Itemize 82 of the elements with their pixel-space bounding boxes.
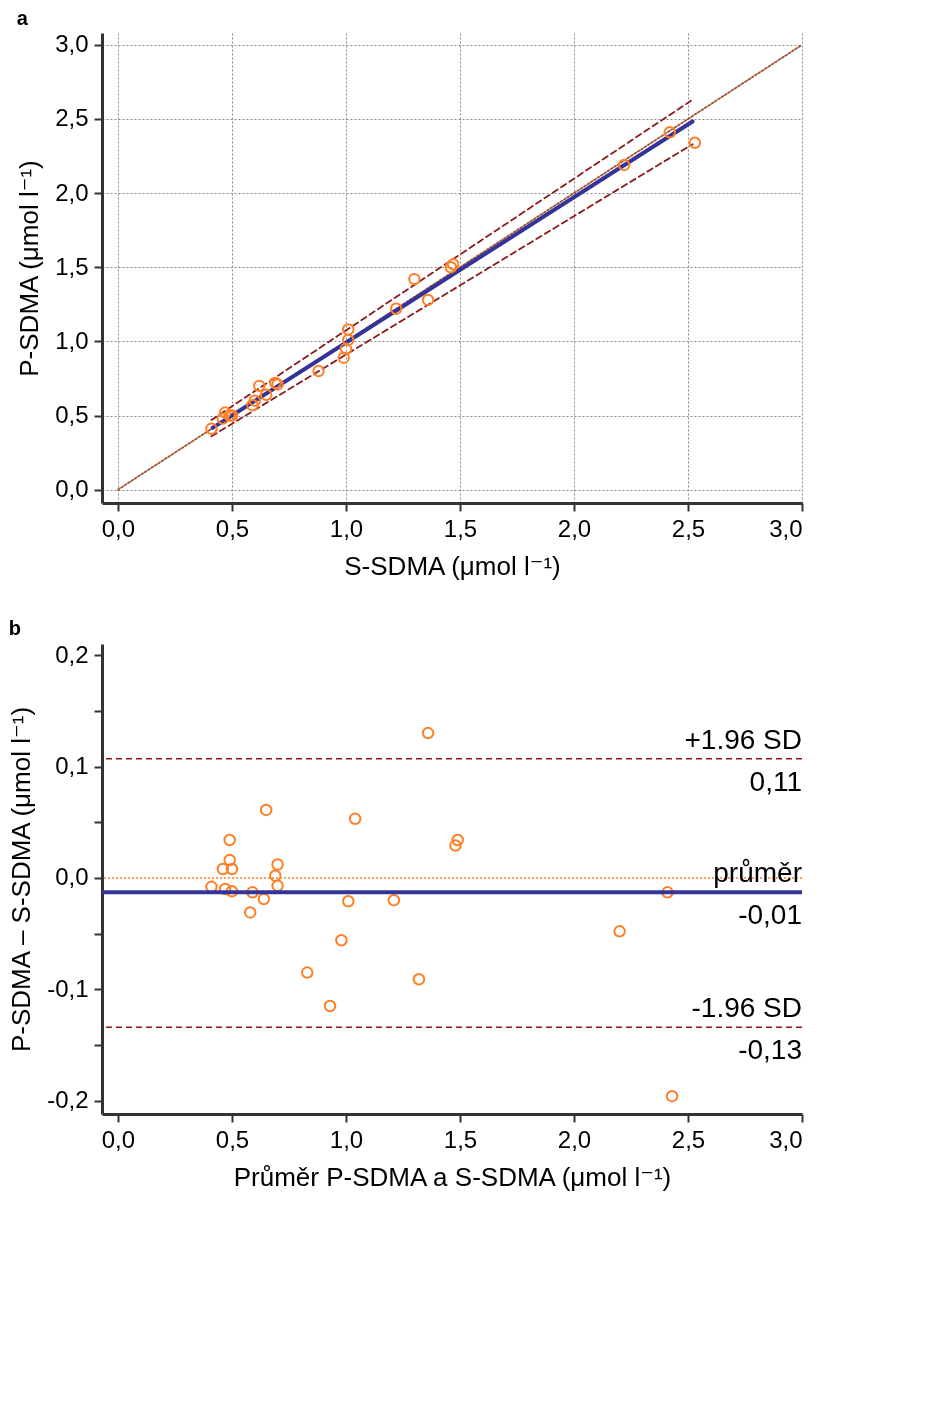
y-tick-label: 2,5 (55, 104, 89, 132)
chart-title: b (8, 617, 21, 640)
point (218, 882, 232, 896)
point (387, 893, 401, 907)
point (688, 136, 702, 149)
ref-line-label: průměr (713, 857, 802, 889)
point (342, 323, 355, 336)
x-tick-label: 1,0 (329, 1125, 364, 1153)
point (246, 886, 259, 899)
point (412, 973, 426, 986)
x-axis-title: Průměr P-SDMA a S-SDMA (μmol l⁻¹) (233, 1161, 672, 1192)
ref-line-label: +1.96 SD (684, 723, 802, 755)
x-tick-label: 2,5 (671, 1125, 706, 1153)
point (225, 885, 239, 898)
point (216, 412, 230, 425)
point (337, 351, 350, 364)
point (259, 388, 273, 401)
point (613, 925, 626, 938)
point (421, 293, 435, 307)
point (451, 833, 464, 847)
y-tick-label: -0,2 (47, 1086, 89, 1114)
point (342, 895, 355, 908)
point (216, 862, 230, 876)
y-axis-title: P-SDMA – S-SDMA (μmol l⁻¹) (6, 706, 37, 1053)
point (205, 422, 218, 436)
x-tick-label: 0,0 (101, 1125, 136, 1153)
point (259, 803, 273, 817)
point (257, 892, 271, 906)
x-tick-label: 2,0 (557, 1125, 592, 1153)
ref-line-label: -1.96 SD (691, 992, 802, 1024)
x-tick-label: 0,5 (215, 514, 250, 542)
point (300, 966, 314, 979)
annotation: -0,13 (738, 1034, 802, 1066)
x-tick-label: 1,0 (329, 514, 364, 542)
point (223, 833, 236, 847)
y-tick-label: 1,5 (55, 252, 89, 280)
x-tick-label: 1,5 (443, 514, 478, 542)
y-tick-label: 0,2 (55, 640, 89, 668)
y-axis-title: P-SDMA (μmol l⁻¹) (14, 160, 45, 377)
annotation: -0,01 (738, 899, 802, 931)
point (408, 272, 421, 286)
point (421, 726, 435, 740)
point (271, 858, 284, 871)
x-tick-label: 0,5 (215, 1125, 250, 1153)
point (342, 333, 355, 347)
y-tick-label: 2,0 (55, 178, 89, 206)
point (348, 812, 362, 826)
y-tick-label: -0,1 (47, 974, 89, 1002)
y-tick-label: 0,5 (55, 401, 89, 429)
point (269, 869, 282, 882)
x-axis-title: S-SDMA (μmol l⁻¹) (344, 550, 561, 581)
point (243, 906, 257, 919)
point (246, 398, 259, 412)
point (248, 394, 262, 407)
x-tick-label: 2,0 (557, 514, 592, 542)
point (389, 302, 403, 316)
point (617, 158, 631, 172)
point (335, 934, 348, 947)
point (339, 342, 353, 356)
point (663, 126, 676, 139)
point (223, 853, 236, 867)
x-tick-label: 3,0 (769, 1125, 803, 1153)
y-tick-label: 0,0 (55, 475, 89, 503)
y-tick-label: 0,0 (55, 863, 89, 891)
point (661, 886, 674, 899)
point (449, 839, 462, 852)
chart-title: a (16, 6, 29, 29)
y-tick-label: 1,0 (55, 326, 89, 354)
point (312, 364, 325, 378)
point (253, 379, 266, 393)
point (665, 1089, 679, 1103)
annotation: 0,11 (749, 765, 802, 797)
point (225, 862, 239, 876)
x-tick-label: 1,5 (443, 1125, 478, 1153)
x-tick-label: 2,5 (671, 514, 706, 542)
x-tick-label: 0,0 (101, 514, 136, 542)
point (271, 879, 284, 892)
y-tick-label: 3,0 (55, 30, 89, 58)
x-tick-label: 3,0 (769, 514, 803, 542)
point (323, 999, 337, 1013)
point (218, 406, 232, 419)
y-tick-label: 0,1 (55, 752, 89, 780)
